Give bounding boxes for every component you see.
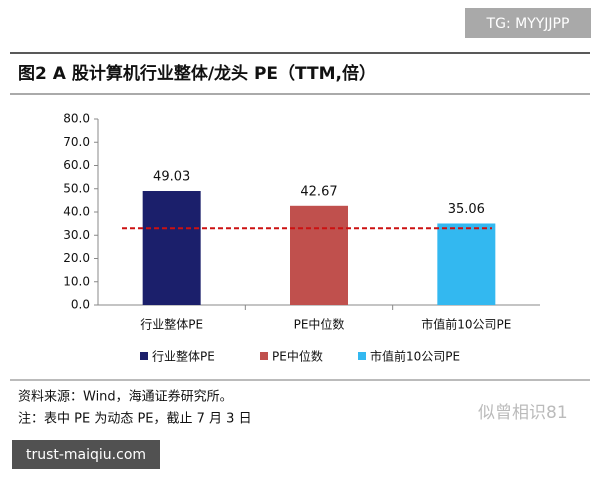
bar (290, 205, 348, 305)
y-tick-label: 40.0 (63, 205, 90, 219)
y-tick-label: 30.0 (63, 228, 90, 242)
y-tick-label: 20.0 (63, 251, 90, 265)
x-tick-label: 市值前10公司PE (421, 317, 511, 332)
y-tick-label: 70.0 (63, 135, 90, 149)
legend-swatch (140, 352, 148, 360)
watermark-left: trust-maiqiu.com (26, 447, 146, 463)
legend-label: 市值前10公司PE (370, 349, 460, 364)
y-tick-label: 80.0 (63, 112, 90, 126)
bar (437, 223, 496, 305)
y-tick-label: 50.0 (63, 181, 90, 195)
data-label: 49.03 (153, 170, 190, 185)
legend-swatch (260, 352, 268, 360)
watermark-box (12, 440, 160, 469)
y-tick-label: 0.0 (71, 298, 90, 312)
watermark: TG: MYYJJPP (486, 16, 570, 32)
legend-swatch (358, 352, 366, 360)
watermark-box (465, 8, 591, 38)
bar (142, 191, 201, 305)
legend-label: 行业整体PE (152, 349, 215, 364)
y-tick-label: 60.0 (63, 158, 90, 172)
data-label: 42.67 (300, 184, 337, 199)
data-label: 35.06 (448, 202, 485, 217)
watermark-right: 似曾相识81 (478, 403, 568, 423)
note: 注：表中 PE 为动态 PE，截止 7 月 3 日 (18, 412, 252, 427)
legend-label: PE中位数 (272, 349, 323, 364)
x-tick-label: 行业整体PE (140, 317, 203, 332)
chart-title: 图2 A 股计算机行业整体/龙头 PE（TTM,倍） (18, 63, 376, 84)
source: 资料来源：Wind，海通证券研究所。 (18, 389, 233, 405)
x-tick-label: PE中位数 (294, 317, 345, 332)
y-tick-label: 10.0 (63, 274, 90, 288)
